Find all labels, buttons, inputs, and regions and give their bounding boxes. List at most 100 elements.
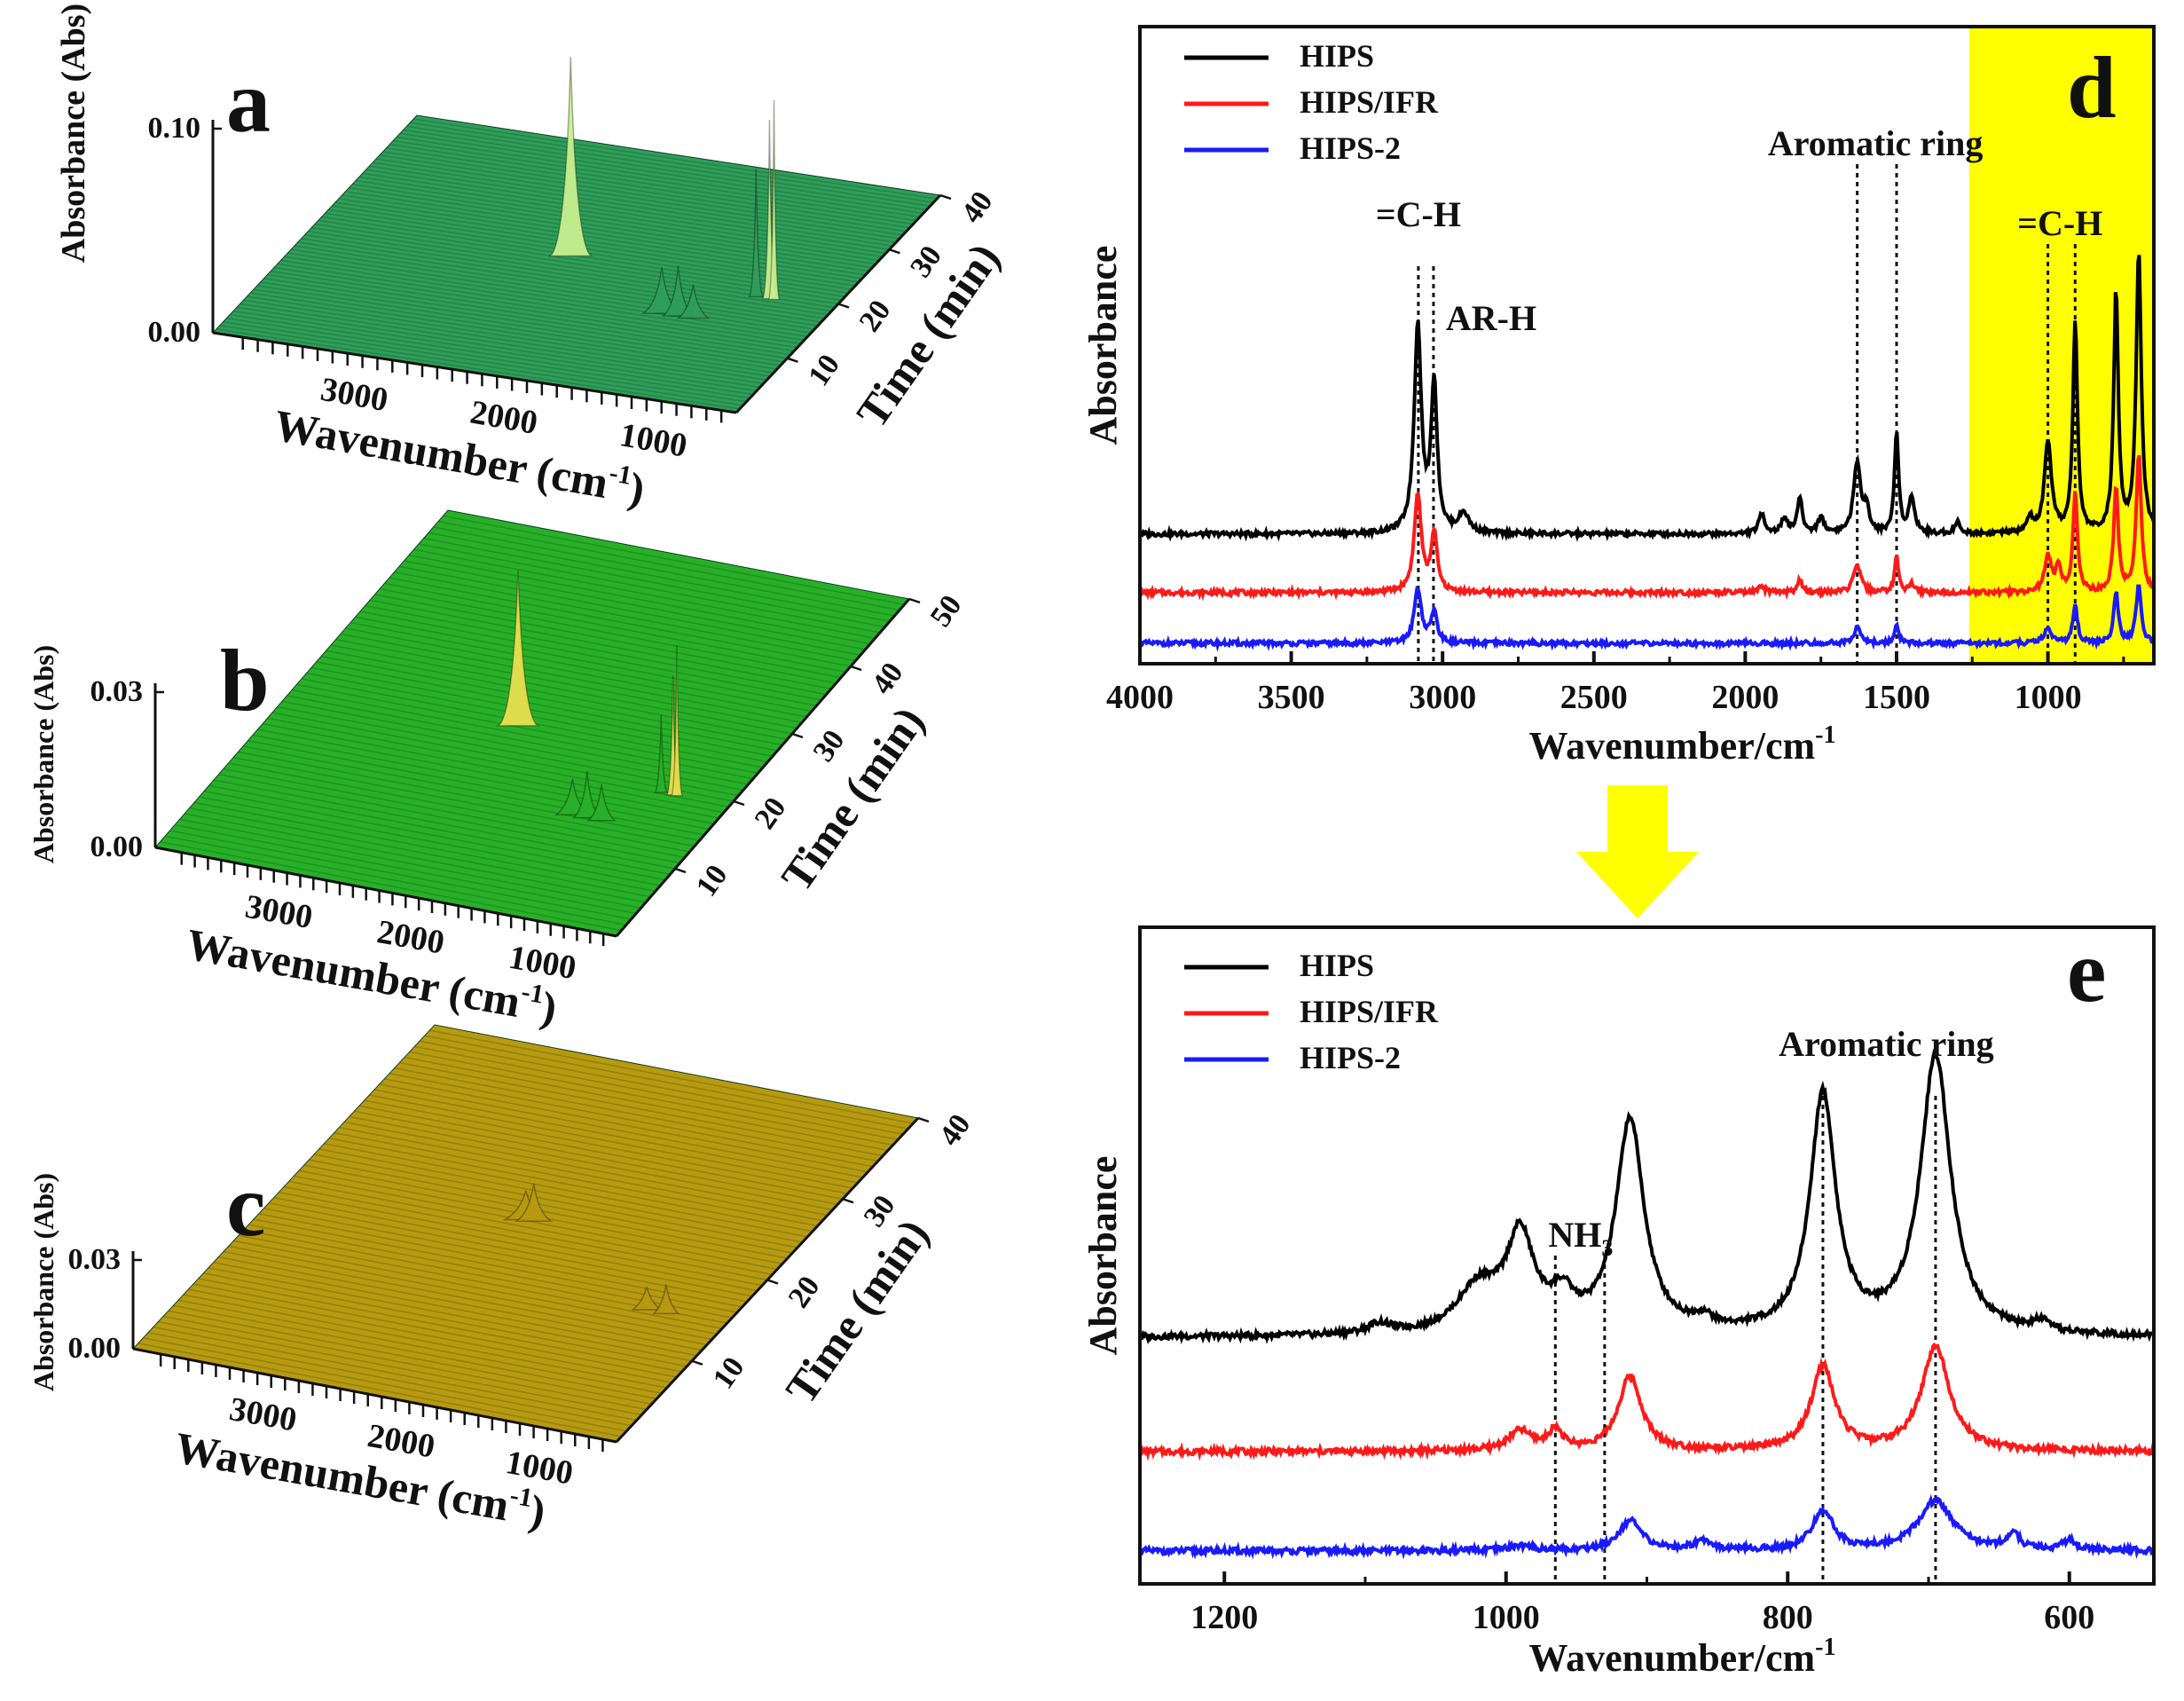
y-tick-label: 20 [782,1271,827,1314]
surface-grid-line [364,1099,848,1194]
surface-grid-line [228,1245,712,1341]
x-axis-label-sup: -1 [507,1480,534,1513]
y-tick-label: 40 [933,1108,978,1152]
surface-grid-line [399,132,923,215]
surface-grid-line [192,1283,678,1378]
z-tick-label: 0.00 [68,1332,122,1365]
surface-grid-line [277,263,801,345]
x-tick-label: 1500 [1863,679,1930,716]
surface-grid-line [213,1261,697,1357]
surface-peak [631,1286,663,1311]
highlight-region [1968,27,2154,664]
surface-grid-line [403,129,927,211]
surface-grid-line [198,1278,682,1373]
surface-grid-line [384,582,846,673]
surface-grid-line [223,768,686,859]
surface-grid-line [240,303,764,385]
surface-grid-line [279,1191,763,1287]
y-axis-label: Absorbance [1081,1156,1125,1356]
surface-grid-line [218,1256,703,1351]
surface-grid-line [365,169,890,250]
x-axis-label: Wavenumber (cm-1) [171,1421,549,1537]
surface-grid-line [223,321,747,403]
surface-grid-line [373,161,897,243]
surface-peak [654,714,669,794]
x-tick-label: 800 [1763,1599,1813,1636]
surface-grid-line [335,638,797,729]
surface-grid-line [169,830,632,920]
surface-grid-line [424,1035,908,1130]
x-axis-line [212,331,737,414]
x-axis-label: Wavenumber (cm-1) [271,399,648,515]
surface-peak [676,284,711,319]
surface-grid-line [318,1148,803,1243]
surface-grid-line [369,599,832,690]
surface-grid-line [355,616,817,707]
x-axis-label-sup: -1 [1815,1634,1835,1661]
surface-grid-line [177,1299,663,1394]
surface-grid-line [340,633,803,724]
z-axis-label: Absorbance (Abs) [27,1173,59,1391]
surface-grid-line [271,712,735,802]
down-arrow [1576,785,1699,918]
panel-label-a: a [226,52,271,151]
x-axis-label: Wavenumber (cm-1) [183,918,561,1034]
surface-grid-line [308,230,832,312]
surface-grid-line [173,1304,657,1400]
surface-grid-line [345,627,807,718]
surface-peak [767,99,781,301]
surface-grid-line [252,734,715,825]
surface-grid-line [250,292,774,374]
surface-grid-line [137,1343,622,1437]
x-axis-label-sup: -1 [519,977,546,1010]
surface-grid-line [404,1056,889,1152]
x-axis-label: Wavenumber/cm-1 [1529,721,1836,768]
surface-grid-line [339,1126,823,1222]
surface-grid-line [236,306,760,389]
surface-grid-line [369,1094,853,1189]
surface-grid-line [238,751,700,842]
surface-grid-line [375,158,900,240]
surface-grid-line [352,183,876,265]
surface-grid-line [349,186,873,269]
y-tick [850,665,862,672]
surface-grid-line [350,621,813,713]
surface-grid-line [313,1154,798,1248]
plot-frame [1138,925,2156,1586]
surface-grid-line [406,125,931,207]
y-tick-label: 20 [853,295,898,338]
surface-grid-line [316,661,778,752]
panel-label-d: d [2067,38,2117,137]
surface-grid-line [158,1320,642,1416]
surface-grid-line [296,683,758,775]
surface-grid-line [243,299,767,381]
surface-grid-line [168,1310,652,1406]
x-tick-label: 3000 [1409,679,1476,716]
surface-grid-line [253,288,778,370]
surface-grid-line [343,1121,829,1217]
x-tick-label: 2000 [1711,679,1779,716]
x-tick-label: 1000 [1473,1599,1540,1636]
surface-grid-line [379,1083,863,1178]
surface-grid-line [223,1250,708,1346]
surface-grid-line [162,1315,648,1411]
y-tick [842,1198,854,1204]
x-tick-label: 2500 [1560,679,1628,716]
panel-label-b: b [220,631,270,729]
surface-grid-line [396,136,921,218]
surface-grid-line [429,1029,914,1124]
series-line-hips [1138,255,2156,542]
x-axis-line [132,1347,617,1444]
surface-grid-line [320,655,783,746]
surface-grid-line [257,728,719,819]
surface-grid-line [373,1089,859,1184]
z-axis-label: Absorbance (Abs) [55,4,92,263]
surface-grid-line [280,259,805,342]
y-tick [837,303,850,309]
surface-grid-line [328,209,852,290]
surface-grid-line [271,270,795,352]
surface-grid-line [306,672,768,763]
series-line-hips-ifr [1139,454,2156,602]
surface-grid-line [379,154,903,236]
